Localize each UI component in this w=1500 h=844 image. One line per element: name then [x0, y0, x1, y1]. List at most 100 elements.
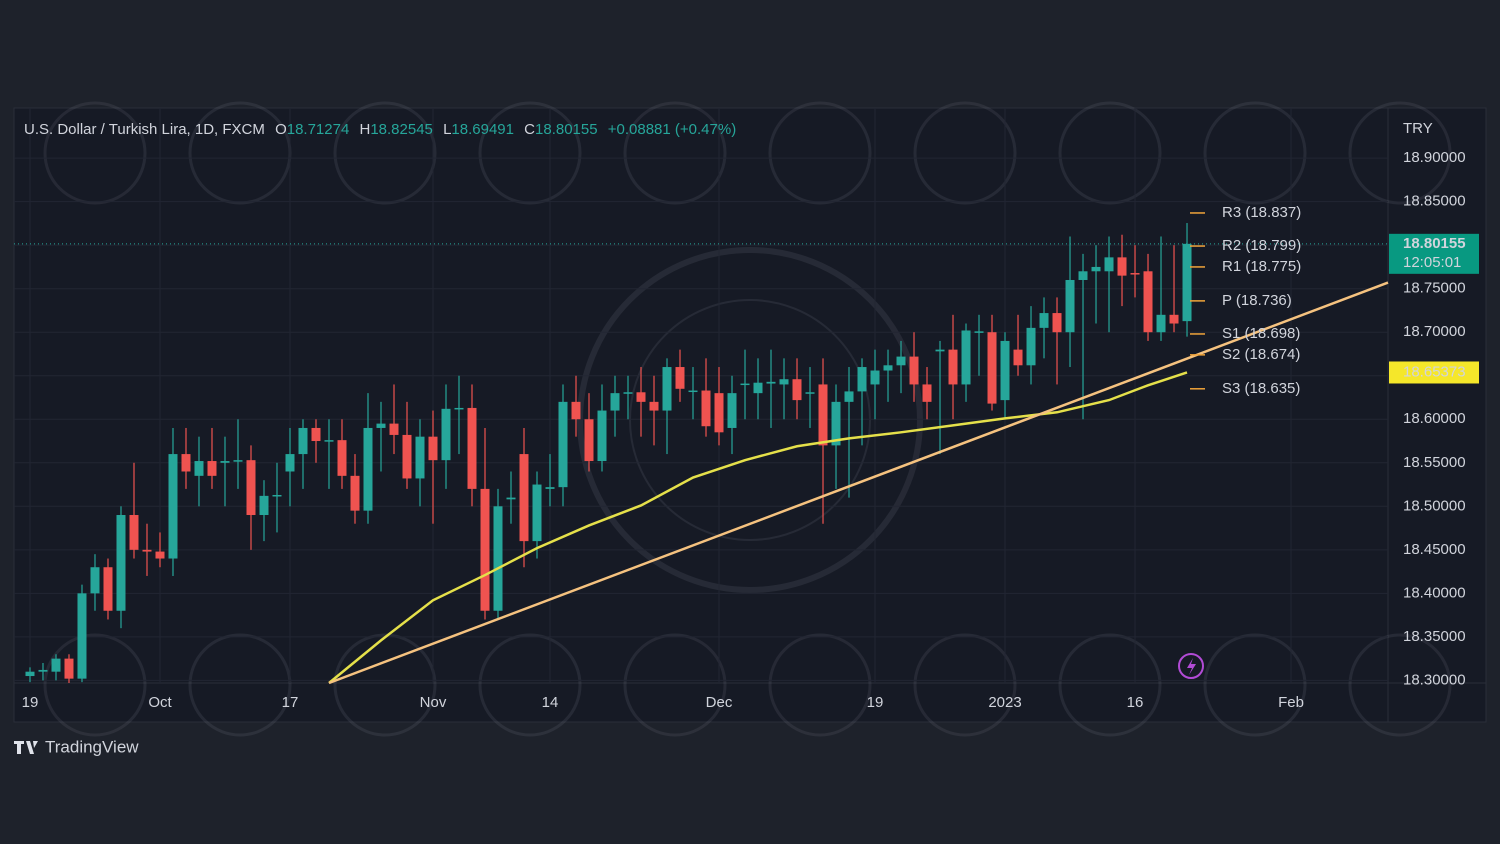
candle-body: [883, 365, 893, 371]
watermark-badge: [1203, 101, 1307, 205]
candle-body: [285, 454, 295, 472]
watermark-badge: [43, 633, 147, 737]
y-tick-label: 18.40000: [1403, 584, 1466, 601]
candle-body: [662, 367, 672, 411]
candle-body: [584, 419, 594, 462]
candle-body: [467, 407, 477, 489]
candle-body: [142, 549, 152, 552]
candle-body: [116, 515, 126, 611]
brand-logo: [14, 741, 38, 754]
candle-body: [389, 423, 399, 435]
watermark-badge: [623, 633, 727, 737]
event-icon[interactable]: [1178, 653, 1204, 679]
candle-body: [129, 515, 139, 550]
candle-body: [792, 379, 802, 401]
grid: [14, 108, 1388, 683]
brand: TradingView: [45, 737, 139, 756]
watermark-badge: [333, 101, 437, 205]
candle-body: [181, 454, 191, 472]
symbol: U.S. Dollar / Turkish Lira, 1D, FXCM: [24, 121, 265, 138]
candle-body: [103, 567, 113, 611]
x-tick-label: 14: [542, 694, 559, 711]
candle-body: [831, 401, 841, 446]
candle-body: [571, 401, 581, 420]
y-tick-label: 18.70000: [1403, 323, 1466, 340]
candle-body: [1130, 273, 1140, 275]
watermark-badge: [913, 101, 1017, 205]
chart-panel: [13, 107, 1487, 723]
candle-body: [805, 392, 815, 394]
ma-price-box: [1389, 361, 1479, 384]
x-tick-label: 2023: [988, 694, 1021, 711]
candle-body: [558, 401, 568, 488]
candle-body: [1091, 266, 1101, 272]
candle-body: [90, 567, 100, 594]
candle-body: [493, 506, 503, 611]
candle-body: [532, 484, 542, 542]
candle-body: [987, 332, 997, 404]
candle-body: [1013, 349, 1023, 366]
candle-body: [675, 367, 685, 389]
candle-body: [636, 392, 646, 402]
candle-body: [974, 331, 984, 333]
candle-body: [311, 427, 321, 442]
candle-body: [1156, 314, 1166, 333]
watermark-badge: [478, 633, 582, 737]
candle-body: [870, 370, 880, 385]
last-price-label: 18.80155: [1403, 235, 1466, 252]
x-tick-label: 16: [1127, 694, 1144, 711]
watermark-badge: [478, 101, 582, 205]
y-tick-label: 18.85000: [1403, 193, 1466, 210]
watermark-ring: [577, 247, 923, 593]
change: +0.08881 (+0.47%): [608, 121, 736, 138]
symbol-legend: U.S. Dollar / Turkish Lira, 1D, FXCM O 18…: [24, 121, 736, 138]
candle-body: [948, 349, 958, 385]
watermark-badge: [1058, 633, 1162, 737]
event-bolt: [1187, 658, 1196, 675]
candle-body: [363, 427, 373, 511]
candle-body: [337, 440, 347, 476]
y-tick-label: 18.75000: [1403, 280, 1466, 297]
candle-body: [909, 356, 919, 385]
candle-body: [961, 330, 971, 385]
candle-body: [77, 593, 87, 679]
candle-body: [935, 349, 945, 352]
candle-body: [1182, 243, 1192, 322]
candle-body: [64, 658, 74, 679]
ohlc-key: H: [359, 121, 370, 138]
ohlc-key: O: [275, 121, 287, 138]
candle-body: [701, 390, 711, 427]
candle-body: [428, 436, 438, 461]
candle-body: [714, 393, 724, 433]
y-tick-label: 18.45000: [1403, 541, 1466, 558]
watermark-badge: [1058, 101, 1162, 205]
watermark: [43, 101, 1452, 737]
ohlc-key: L: [443, 121, 451, 138]
candle-body: [25, 671, 35, 677]
candle-body: [766, 381, 776, 384]
candle-body: [922, 384, 932, 402]
candle-body: [441, 408, 451, 461]
candle-body: [272, 494, 282, 497]
ohlc-value: 18.82545: [370, 121, 433, 138]
candle-body: [246, 460, 256, 516]
candle-body: [350, 475, 360, 511]
ohlc-value: 18.80155: [535, 121, 598, 138]
candle-body: [545, 487, 555, 489]
candle-body: [168, 454, 178, 559]
countdown-label: 12:05:01: [1403, 254, 1461, 271]
candle-body: [753, 382, 763, 394]
pivot-label: R2 (18.799): [1222, 237, 1301, 254]
candle-body: [233, 460, 243, 462]
x-tick-label: 19: [22, 694, 39, 711]
last-price-box: [1389, 233, 1479, 274]
candle-body: [1026, 327, 1036, 366]
candle-body: [298, 427, 308, 455]
x-tick-label: Nov: [420, 694, 447, 711]
candle-body: [688, 390, 698, 393]
candle-body: [454, 407, 464, 410]
candle-body: [51, 658, 61, 672]
x-tick-label: Oct: [148, 694, 172, 711]
candle-body: [818, 384, 828, 446]
candle-body: [844, 391, 854, 402]
